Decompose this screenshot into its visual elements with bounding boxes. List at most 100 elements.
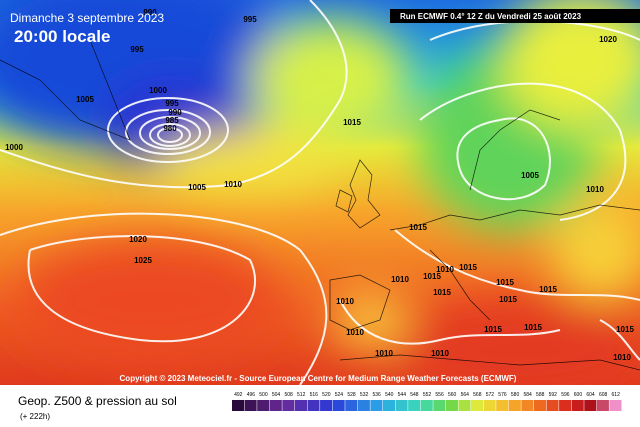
isobar-label: 995 xyxy=(243,15,257,24)
scale-label: 500 xyxy=(259,392,268,398)
isobar-label: 995 xyxy=(130,45,144,54)
scale-swatch xyxy=(533,400,547,411)
isobar-label: 1015 xyxy=(433,288,451,297)
scale-swatch xyxy=(559,400,572,411)
scale-label: 496 xyxy=(247,392,256,398)
footer-title: Geop. Z500 & pression au sol xyxy=(18,394,177,408)
isobar-label: 980 xyxy=(163,124,177,133)
isobar-label: 1005 xyxy=(76,95,94,104)
isobar-label: 1010 xyxy=(346,328,364,337)
scale-swatch xyxy=(307,400,320,411)
isobar-label: 1020 xyxy=(129,235,147,244)
scale-swatch xyxy=(471,400,484,411)
isobar-label: 1010 xyxy=(391,275,409,284)
isobar-label: 1015 xyxy=(343,118,361,127)
scale-swatch xyxy=(395,400,408,411)
scale-swatch xyxy=(433,400,446,411)
forecast-date: Dimanche 3 septembre 2023 xyxy=(10,11,164,25)
isobar-label: 1005 xyxy=(521,171,539,180)
scale-label: 600 xyxy=(574,392,583,398)
copyright: Copyright © 2023 Meteociel.fr - Source E… xyxy=(120,374,517,383)
isobar-label: 1010 xyxy=(613,353,631,362)
scale-swatch xyxy=(320,400,333,411)
isobar-label: 1010 xyxy=(375,349,393,358)
isobar-label: 1020 xyxy=(599,35,617,44)
isobar-label: 1005 xyxy=(188,183,206,192)
scale-label: 528 xyxy=(347,392,356,398)
scale-swatch xyxy=(332,400,345,411)
isobar-label: 1015 xyxy=(539,285,557,294)
scale-swatch xyxy=(571,400,584,411)
scale-label: 592 xyxy=(549,392,558,398)
isobar-label: 1000 xyxy=(149,86,167,95)
scale-label: 568 xyxy=(473,392,482,398)
scale-label: 524 xyxy=(335,392,344,398)
scale-label: 560 xyxy=(448,392,457,398)
scale-label: 536 xyxy=(373,392,382,398)
isobar-label: 1010 xyxy=(586,185,604,194)
scale-swatch xyxy=(584,400,597,411)
scale-label: 596 xyxy=(561,392,570,398)
scale-swatch xyxy=(370,400,383,411)
isobar-label: 1010 xyxy=(336,297,354,306)
scale-label: 572 xyxy=(486,392,495,398)
scale-swatch xyxy=(232,400,245,411)
isobar-label: 1015 xyxy=(423,272,441,281)
isobar-label: 1010 xyxy=(431,349,449,358)
scale-label: 552 xyxy=(423,392,432,398)
scale-swatch xyxy=(282,400,295,411)
isobar-label: 1010 xyxy=(436,265,454,274)
isobar-label: 1015 xyxy=(524,323,542,332)
scale-label: 576 xyxy=(498,392,507,398)
run-box xyxy=(390,9,640,23)
scale-label: 540 xyxy=(385,392,394,398)
scale-swatch xyxy=(508,400,521,411)
scale-label: 516 xyxy=(310,392,319,398)
scale-label: 520 xyxy=(322,392,331,398)
scale-label: 580 xyxy=(511,392,520,398)
scale-swatch xyxy=(521,400,534,411)
isobar-label: 1015 xyxy=(459,263,477,272)
scale-swatch xyxy=(458,400,471,411)
isobar-label: 985 xyxy=(165,116,179,125)
scale-swatch xyxy=(596,400,609,411)
scale-label: 604 xyxy=(586,392,595,398)
forecast-time: 20:00 locale xyxy=(14,27,110,46)
scale-swatch xyxy=(269,400,282,411)
isobar-label: 995 xyxy=(165,99,179,108)
scale-swatch xyxy=(609,400,622,411)
scale-swatch xyxy=(546,400,559,411)
scale-label: 556 xyxy=(435,392,444,398)
lead-time: (+ 222h) xyxy=(20,412,50,421)
scale-swatch xyxy=(496,400,509,411)
scale-swatch xyxy=(420,400,433,411)
scale-swatch xyxy=(408,400,421,411)
scale-swatch xyxy=(244,400,257,411)
scale-swatch xyxy=(483,400,496,411)
isobar-label: 1015 xyxy=(616,325,634,334)
scale-label: 548 xyxy=(410,392,419,398)
scale-label: 508 xyxy=(284,392,293,398)
isobar-label: 1015 xyxy=(499,295,517,304)
scale-label: 588 xyxy=(536,392,545,398)
isobar-label: 1025 xyxy=(134,256,152,265)
scale-swatch xyxy=(357,400,370,411)
scale-label: 608 xyxy=(599,392,608,398)
scale-swatch xyxy=(445,400,458,411)
isobar-label: 1015 xyxy=(484,325,502,334)
scale-label: 532 xyxy=(360,392,369,398)
scale-label: 504 xyxy=(272,392,281,398)
scale-label: 544 xyxy=(398,392,407,398)
scale-label: 612 xyxy=(612,392,621,398)
scale-swatch xyxy=(345,400,358,411)
run-info: Run ECMWF 0.4° 12 Z du Vendredi 25 août … xyxy=(400,12,582,21)
scale-label: 492 xyxy=(234,392,243,398)
isobar-label: 990 xyxy=(168,108,182,117)
isobar-label: 1015 xyxy=(496,278,514,287)
scale-label: 564 xyxy=(461,392,470,398)
isobar-label: 1015 xyxy=(409,223,427,232)
isobar-label: 1000 xyxy=(5,143,23,152)
scale-swatch xyxy=(382,400,396,411)
scale-label: 512 xyxy=(297,392,306,398)
